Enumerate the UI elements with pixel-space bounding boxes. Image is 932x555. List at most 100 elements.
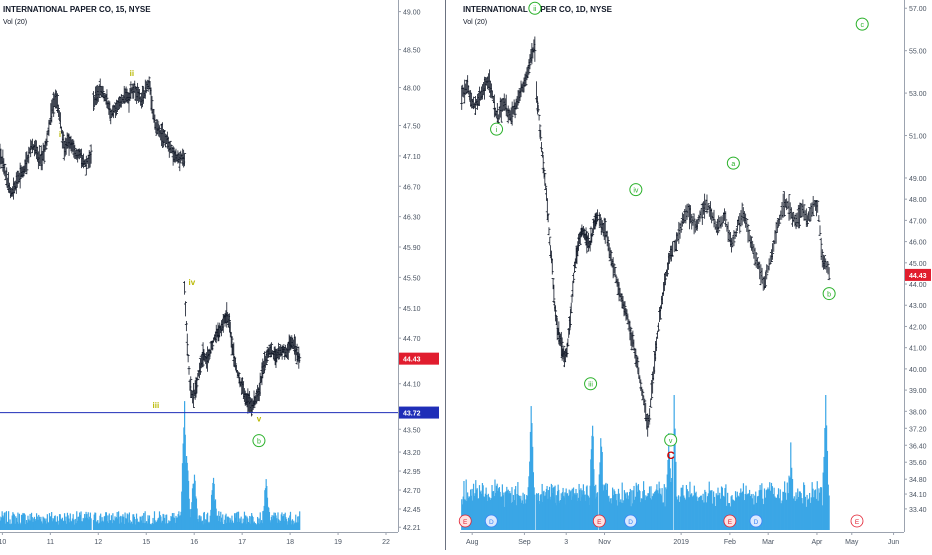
- volume-bar: [809, 492, 811, 530]
- volume-bar: [523, 503, 525, 530]
- earnings-marker[interactable]: [592, 514, 606, 528]
- volume-bar: [128, 522, 130, 530]
- volume-bar: [148, 518, 150, 530]
- volume-bar: [572, 496, 574, 530]
- volume-bar: [121, 516, 123, 530]
- volume-bar: [62, 521, 64, 530]
- volume-bar: [520, 495, 522, 530]
- volume-bar: [689, 481, 691, 530]
- volume-bar: [228, 517, 230, 530]
- volume-bar: [599, 462, 601, 530]
- volume-bar: [180, 511, 182, 530]
- volume-bar: [1, 511, 3, 530]
- volume-bar: [497, 490, 499, 530]
- volume-bar: [46, 523, 48, 530]
- y-tick-label: 47.10: [403, 154, 421, 161]
- volume-bar: [174, 522, 176, 530]
- volume-bar: [609, 501, 611, 530]
- volume-bar: [756, 496, 759, 530]
- volume-bar: [96, 521, 98, 530]
- volume-bar: [764, 497, 766, 530]
- volume-bar: [657, 493, 659, 530]
- volume-bar: [537, 500, 539, 530]
- volume-bar: [628, 495, 630, 530]
- volume-bar: [495, 485, 498, 530]
- volume-bar: [733, 500, 735, 530]
- volume-bar: [734, 500, 736, 530]
- volume-bar: [148, 515, 151, 530]
- volume-bar: [15, 516, 17, 530]
- volume-bar: [197, 521, 200, 530]
- volume-bar: [749, 495, 752, 530]
- volume-bar: [79, 512, 81, 530]
- y-tick-label: 45.50: [403, 275, 421, 282]
- volume-bar: [674, 428, 676, 530]
- volume-bar: [625, 492, 627, 530]
- volume-bar: [617, 488, 620, 530]
- event-marker-label: D: [754, 519, 759, 526]
- volume-bar: [677, 495, 680, 530]
- earnings-marker[interactable]: [458, 514, 472, 528]
- dividend-marker[interactable]: [484, 514, 498, 528]
- volume-bar: [211, 490, 213, 530]
- volume-bar: [501, 484, 503, 530]
- chart-panel-2: 57.00 55.00 53.00 51.00 49.00 48.00 47.00 46.00…: [458, 0, 931, 546]
- volume-bar: [816, 481, 818, 530]
- volume-bar: [278, 519, 280, 530]
- volume-bar: [60, 518, 62, 530]
- volume-bar: [797, 497, 800, 530]
- volume-bar: [251, 513, 253, 530]
- volume-bar: [588, 505, 591, 530]
- volume-bar: [741, 491, 744, 530]
- volume-bar: [195, 496, 197, 530]
- earnings-marker[interactable]: [723, 514, 737, 528]
- volume-bar: [293, 523, 296, 530]
- volume-bar: [14, 523, 16, 530]
- volume-bar: [490, 498, 492, 530]
- volume-bar: [178, 516, 181, 530]
- volume-bar: [667, 459, 669, 530]
- volume-bar: [818, 488, 820, 530]
- volume-bar: [241, 523, 244, 530]
- volume-bar: [613, 489, 615, 530]
- volume-bar: [291, 524, 293, 530]
- volume-bar: [247, 518, 249, 530]
- volume-bar: [469, 496, 471, 530]
- volume-bar: [761, 483, 763, 530]
- volume-bar: [213, 483, 215, 530]
- volume-bar: [146, 523, 148, 530]
- last-price-label: 44.43: [403, 357, 421, 364]
- volume-bar: [643, 489, 645, 530]
- event-marker-label: D: [489, 519, 494, 526]
- volume-bar: [521, 500, 523, 530]
- horizontal-line-price: 43.72: [403, 411, 421, 418]
- volume-bar: [722, 495, 724, 530]
- volume-bar: [561, 498, 563, 530]
- volume-bar: [205, 519, 207, 530]
- volume-bar: [171, 517, 173, 530]
- volume-bar: [744, 493, 746, 530]
- dividend-marker[interactable]: [749, 514, 763, 528]
- volume-bar: [252, 517, 254, 530]
- volume-bar: [784, 481, 786, 530]
- volume-bar: [478, 498, 480, 530]
- volume-bar: [716, 495, 718, 530]
- volume-bar: [227, 516, 229, 530]
- volume-bar: [566, 493, 568, 530]
- volume-bar: [605, 482, 607, 530]
- volume-bar: [826, 450, 829, 530]
- volume-bar: [17, 512, 19, 530]
- x-tick-label: 18: [286, 539, 294, 546]
- dividend-marker[interactable]: [624, 514, 638, 528]
- volume-bar: [794, 500, 796, 530]
- volume-bar: [766, 489, 768, 530]
- volume-bar: [222, 514, 224, 530]
- earnings-upcoming-marker[interactable]: [850, 514, 864, 528]
- volume-bar: [201, 520, 203, 530]
- volume-bar: [544, 495, 546, 530]
- volume-bar: [484, 497, 486, 530]
- price-bars: [0, 76, 302, 417]
- volume-bar: [648, 486, 651, 530]
- volume-bar: [128, 512, 130, 530]
- volume-bar: [708, 481, 710, 530]
